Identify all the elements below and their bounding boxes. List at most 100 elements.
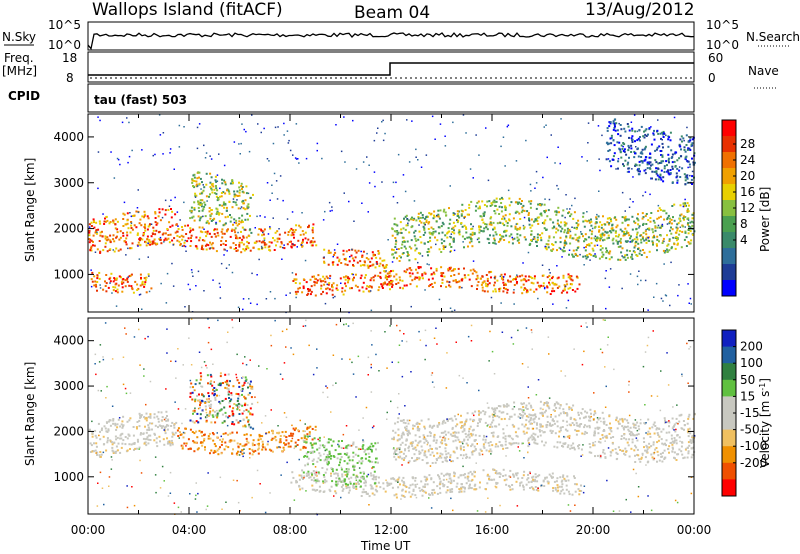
echo-cell — [301, 487, 304, 490]
echo-cell — [311, 275, 314, 278]
echo-cell — [509, 275, 512, 278]
echo-cell — [116, 288, 119, 291]
echo-cell — [508, 218, 510, 221]
echo-cell — [671, 450, 674, 453]
echo-cell — [465, 420, 468, 423]
echo-cell — [636, 439, 639, 442]
echo-cell — [490, 270, 493, 273]
echo-cell — [690, 239, 693, 242]
echo-cell — [126, 212, 129, 215]
echo-cell — [437, 215, 440, 218]
echo-cell — [467, 479, 470, 482]
echo-cell — [480, 229, 483, 232]
echo-cell — [560, 230, 563, 233]
echo-cell — [502, 428, 505, 431]
echo-cell — [163, 428, 166, 430]
echo-cell — [345, 250, 348, 253]
echo-cell — [546, 480, 549, 483]
echo-cell — [599, 239, 602, 242]
echo-cell — [439, 482, 442, 485]
noise-cell — [226, 250, 228, 252]
echo-cell — [490, 432, 493, 434]
echo-cell — [377, 274, 380, 277]
echo-cell — [470, 451, 473, 454]
echo-cell — [199, 199, 202, 202]
noise-cell — [247, 207, 249, 209]
echo-cell — [456, 221, 459, 224]
echo-cell — [142, 437, 145, 440]
echo-cell — [473, 270, 476, 273]
echo-cell — [676, 238, 679, 241]
echo-cell — [691, 224, 694, 227]
echo-cell — [481, 200, 484, 203]
echo-cell — [351, 273, 354, 275]
echo-cell — [468, 241, 471, 244]
echo-cell — [514, 472, 517, 475]
echo-cell — [606, 143, 609, 146]
echo-cell — [97, 228, 100, 231]
echo-cell — [641, 161, 644, 164]
echo-cell — [569, 424, 572, 427]
echo-cell — [158, 424, 161, 427]
echo-cell — [402, 452, 405, 455]
echo-cell — [674, 165, 677, 168]
echo-cell — [630, 151, 633, 153]
echo-cell — [527, 445, 530, 448]
echo-cell — [652, 133, 655, 136]
echo-cell — [209, 172, 212, 175]
echo-cell — [608, 160, 611, 163]
echo-cell — [418, 457, 421, 460]
echo-cell — [656, 238, 659, 241]
echo-cell — [185, 233, 188, 235]
echo-cell — [492, 431, 495, 434]
noise-cell — [159, 134, 162, 136]
echo-cell — [450, 269, 453, 272]
echo-cell — [418, 422, 421, 425]
echo-cell — [467, 434, 470, 437]
echo-cell — [648, 228, 651, 231]
echo-cell — [223, 203, 226, 206]
echo-cell — [483, 435, 486, 438]
echo-cell — [205, 235, 208, 238]
echo-cell — [391, 285, 394, 288]
echo-cell — [107, 428, 110, 431]
echo-cell — [454, 268, 456, 271]
echo-cell — [189, 447, 192, 450]
echo-cell — [661, 442, 664, 445]
noise-cell — [267, 233, 270, 235]
echo-cell — [187, 224, 189, 227]
echo-cell — [313, 284, 316, 287]
echo-cell — [634, 130, 637, 133]
echo-cell — [672, 447, 674, 450]
echo-cell — [467, 274, 470, 277]
echo-cell — [604, 456, 607, 459]
echo-cell — [549, 429, 552, 432]
echo-cell — [468, 436, 471, 439]
echo-cell — [396, 447, 399, 450]
echo-cell — [166, 442, 169, 445]
echo-cell — [210, 187, 213, 190]
echo-cell — [431, 448, 433, 450]
echo-cell — [195, 245, 198, 248]
echo-cell — [521, 408, 524, 411]
echo-cell — [90, 239, 93, 242]
echo-cell — [509, 280, 512, 283]
noise-cell — [109, 282, 111, 284]
echo-cell — [261, 448, 264, 451]
echo-cell — [550, 432, 553, 434]
echo-cell — [510, 443, 513, 446]
echo-cell — [121, 282, 124, 285]
echo-cell — [213, 192, 216, 195]
echo-cell — [389, 288, 391, 291]
echo-cell — [400, 434, 403, 437]
echo-cell — [527, 481, 530, 484]
echo-cell — [220, 443, 223, 446]
echo-cell — [688, 163, 691, 166]
echo-cell — [655, 172, 658, 175]
noise-cell — [580, 231, 582, 233]
echo-cell — [620, 251, 623, 254]
echo-cell — [521, 200, 523, 202]
echo-cell — [407, 422, 410, 425]
noise-cell — [275, 180, 278, 182]
echo-cell — [446, 280, 449, 283]
